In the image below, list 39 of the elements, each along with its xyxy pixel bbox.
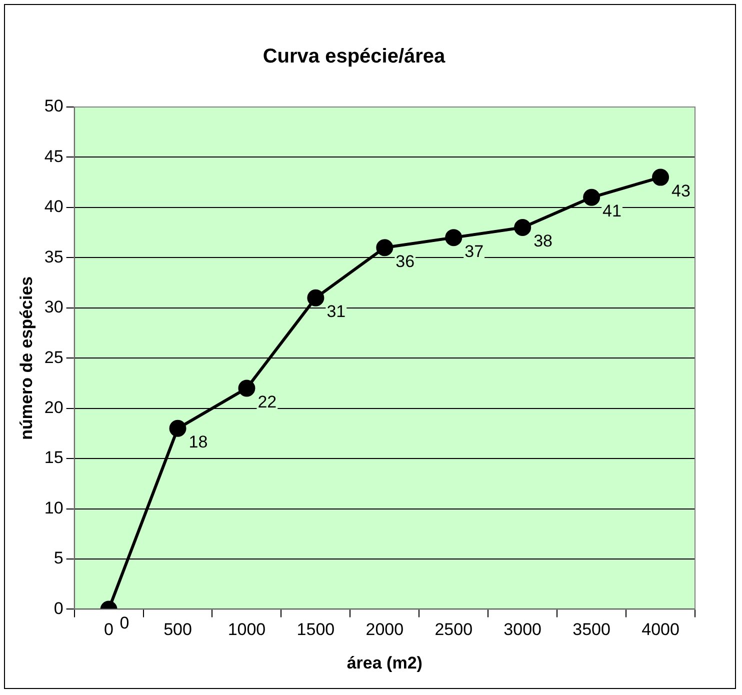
- y-axis-title: número de espécies: [16, 276, 36, 440]
- y-tick-label: 10: [44, 498, 64, 518]
- x-tick-label: 2000: [366, 620, 404, 640]
- x-tick-label: 3000: [504, 620, 542, 640]
- y-tick-label: 15: [44, 448, 64, 468]
- point: [238, 380, 256, 397]
- data-label: 18: [188, 432, 208, 452]
- data-label: 41: [602, 202, 622, 221]
- x-tick-label: 3500: [572, 620, 610, 640]
- data-label: 43: [672, 181, 690, 200]
- y-tick-label: 45: [44, 146, 64, 166]
- y-tick-label: 20: [44, 398, 64, 418]
- y-tick-label: 40: [44, 197, 64, 216]
- x-tick-label: 4000: [642, 620, 680, 640]
- y-tick-label: 5: [54, 548, 64, 568]
- x-axis-title: área (m2): [346, 653, 422, 672]
- x-tick-label: 0: [104, 620, 114, 640]
- data-label: 36: [396, 252, 415, 271]
- x-tick-label: 1500: [296, 620, 335, 640]
- point: [307, 289, 324, 306]
- data-label: 22: [258, 392, 277, 412]
- y-tick-label: 30: [44, 298, 64, 317]
- point: [376, 239, 394, 256]
- x-tick-label: 1000: [228, 620, 266, 640]
- y-tick-label: 50: [44, 96, 64, 116]
- point: [583, 188, 600, 206]
- x-tick-label: 500: [164, 620, 192, 640]
- data-label: 37: [464, 242, 484, 261]
- x-tick-label: 2500: [434, 620, 473, 640]
- data-label: 31: [326, 302, 346, 322]
- point: [514, 219, 532, 236]
- y-tick-label: 35: [44, 247, 64, 266]
- point: [652, 168, 670, 186]
- point: [169, 420, 186, 437]
- data-label: 38: [534, 232, 553, 251]
- y-tick-label: 25: [44, 348, 64, 367]
- point: [445, 229, 462, 246]
- chart-title: Curva espécie/área: [262, 46, 446, 68]
- y-tick-label: 0: [54, 598, 64, 618]
